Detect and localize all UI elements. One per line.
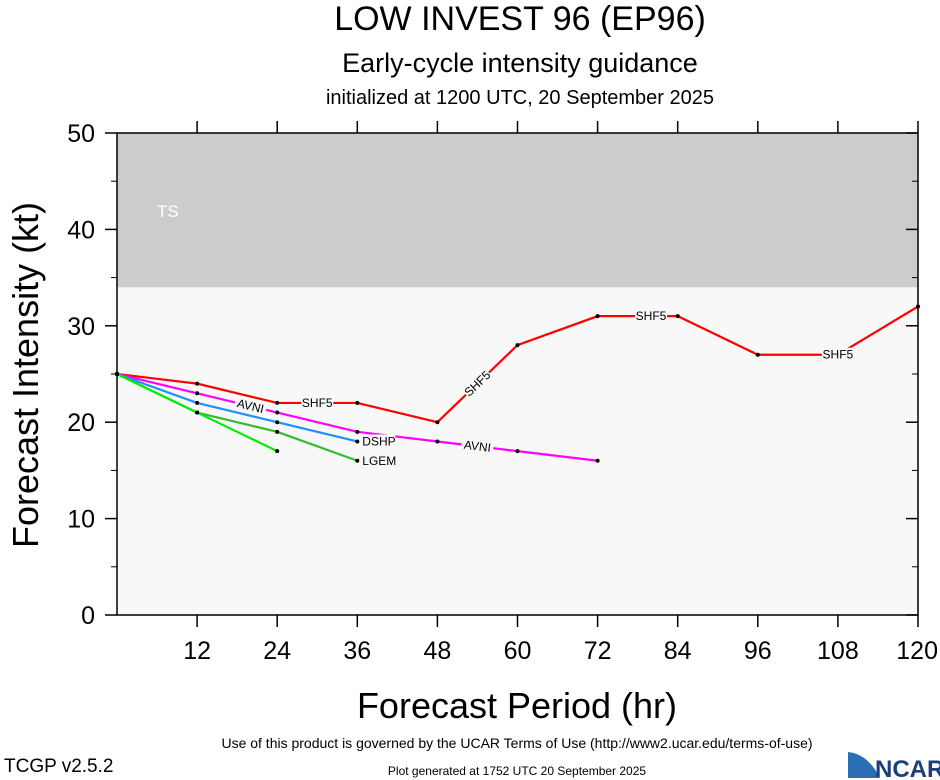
data-point (195, 400, 200, 405)
x-axis-label: Forecast Period (hr) (357, 685, 677, 726)
data-point (275, 400, 280, 405)
data-point (275, 429, 280, 434)
data-point (275, 410, 280, 415)
band-label: TS (157, 202, 179, 221)
x-tick-label: 12 (183, 637, 211, 665)
y-tick-label: 0 (81, 602, 95, 630)
terms-of-use: Use of this product is governed by the U… (221, 735, 812, 751)
data-point (355, 400, 360, 405)
series-label-bg (461, 367, 494, 400)
data-point (515, 343, 520, 348)
x-tick-label: 96 (744, 637, 772, 665)
ncar-logo: NCAR (848, 752, 940, 780)
series-label: LGEM (362, 454, 396, 468)
y-axis-label: Forecast Intensity (kt) (5, 202, 46, 548)
series-label-bg (821, 347, 854, 361)
data-point (595, 458, 600, 463)
x-tick-label: 72 (584, 637, 612, 665)
series-label-bg (635, 309, 667, 323)
x-tick-label: 120 (896, 637, 938, 665)
x-tick-label: 60 (504, 637, 532, 665)
series-label: DSHP (362, 434, 395, 448)
data-point (675, 314, 680, 319)
series-label-bg (361, 453, 396, 467)
x-tick-label: 48 (423, 637, 451, 665)
y-tick-label: 40 (67, 216, 95, 244)
y-tick-label: 20 (67, 409, 95, 437)
series-label: SHF5 (302, 396, 333, 410)
series-label-bg (233, 395, 268, 416)
series-label-bg (460, 437, 495, 455)
series-line-dshp (116, 372, 358, 443)
y-tick-label: 50 (67, 120, 95, 148)
data-point (435, 439, 440, 444)
y-tick-label: 30 (67, 313, 95, 341)
svg-text:NCAR: NCAR (875, 756, 940, 780)
data-point (355, 429, 360, 434)
chart-title: LOW INVEST 96 (EP96) (334, 0, 706, 38)
x-tick-label: 36 (343, 637, 371, 665)
data-point (595, 314, 600, 319)
data-point (355, 458, 360, 463)
series-label: AVNI (463, 438, 492, 455)
chart-subtitle: Early-cycle intensity guidance (342, 48, 698, 78)
data-point (275, 449, 280, 454)
series-label: SHF5 (823, 348, 854, 362)
series-label: AVNI (236, 396, 266, 416)
data-point (355, 439, 360, 444)
data-point (435, 420, 440, 425)
generated-time: Plot generated at 1752 UTC 20 September … (388, 764, 646, 778)
data-point (195, 381, 200, 386)
y-tick-label: 10 (67, 506, 95, 534)
x-tick-label: 84 (664, 637, 692, 665)
version-label: TCGP v2.5.2 (4, 756, 113, 777)
data-point (275, 420, 280, 425)
data-point (195, 410, 200, 415)
x-tick-label: 24 (263, 637, 291, 665)
data-point (515, 449, 520, 454)
data-point (755, 352, 760, 357)
x-tick-label: 108 (817, 637, 859, 665)
data-point (195, 391, 200, 396)
series-label: SHF5 (636, 309, 667, 323)
series-label-bg (361, 434, 396, 448)
chart-init-time: initialized at 1200 UTC, 20 September 20… (326, 87, 714, 109)
series-label-bg (301, 395, 334, 409)
band-ts (117, 133, 918, 288)
